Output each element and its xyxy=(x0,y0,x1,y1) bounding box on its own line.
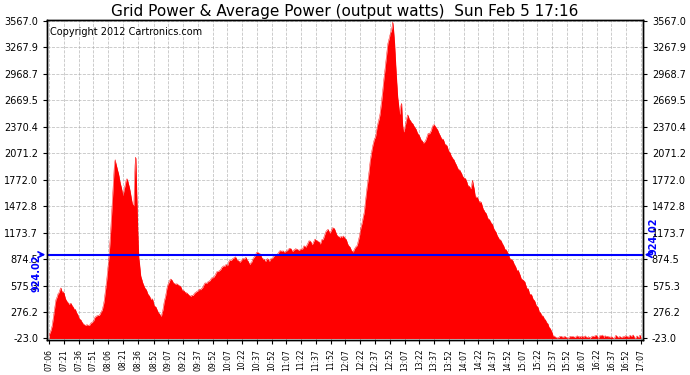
Text: Copyright 2012 Cartronics.com: Copyright 2012 Cartronics.com xyxy=(50,27,202,37)
Title: Grid Power & Average Power (output watts)  Sun Feb 5 17:16: Grid Power & Average Power (output watts… xyxy=(111,4,579,19)
Text: 924.02: 924.02 xyxy=(31,255,41,292)
Text: 924.02: 924.02 xyxy=(649,217,659,255)
